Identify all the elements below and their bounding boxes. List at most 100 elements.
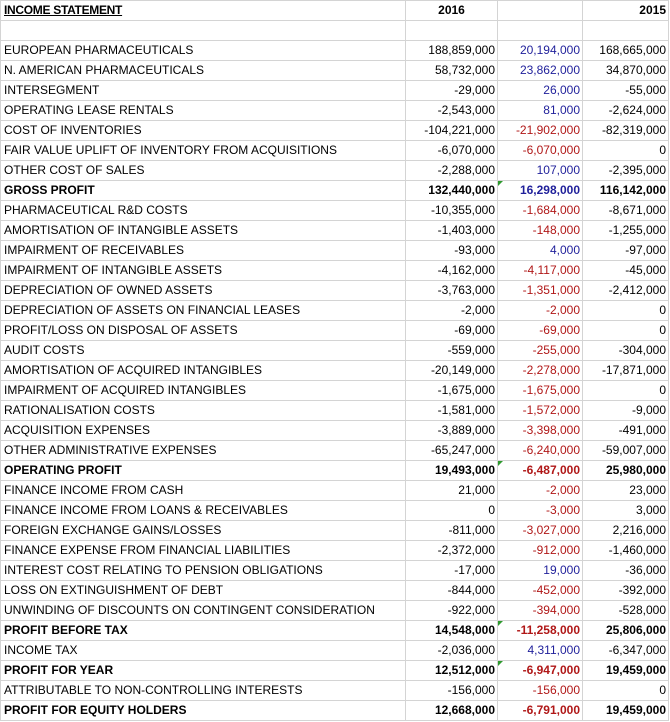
value-2015-cell[interactable]: -97,000	[582, 240, 669, 261]
value-2015-cell[interactable]: 25,980,000	[582, 460, 669, 481]
line-item-label-cell[interactable]: COST OF INVENTORIES	[0, 120, 406, 141]
value-2016-cell[interactable]: -1,403,000	[405, 220, 498, 241]
value-2015-cell[interactable]: 23,000	[582, 480, 669, 501]
line-item-label-cell[interactable]: OTHER COST OF SALES	[0, 160, 406, 181]
value-2016-cell[interactable]: -69,000	[405, 320, 498, 341]
value-2015-cell[interactable]: -1,255,000	[582, 220, 669, 241]
line-item-label-cell[interactable]: INTEREST COST RELATING TO PENSION OBLIGA…	[0, 560, 406, 581]
value-2016-cell[interactable]: -3,763,000	[405, 280, 498, 301]
change-value-cell[interactable]: -4,117,000	[497, 260, 583, 281]
change-value-cell[interactable]: -3,398,000	[497, 420, 583, 441]
value-2016-cell[interactable]: -65,247,000	[405, 440, 498, 461]
value-2015-cell[interactable]: -2,395,000	[582, 160, 669, 181]
change-value-cell[interactable]: -2,278,000	[497, 360, 583, 381]
value-2016-cell[interactable]: 188,859,000	[405, 40, 498, 61]
value-2016-cell[interactable]: 12,668,000	[405, 700, 498, 721]
empty-cell[interactable]	[582, 20, 669, 41]
value-2016-cell[interactable]: -1,581,000	[405, 400, 498, 421]
change-value-cell[interactable]: 23,862,000	[497, 60, 583, 81]
change-value-cell[interactable]: -1,675,000	[497, 380, 583, 401]
change-value-cell[interactable]: 26,000	[497, 80, 583, 101]
value-2016-cell[interactable]: -93,000	[405, 240, 498, 261]
value-2015-cell[interactable]: -9,000	[582, 400, 669, 421]
empty-cell[interactable]	[0, 20, 406, 41]
value-2015-cell[interactable]: 34,870,000	[582, 60, 669, 81]
line-item-label-cell[interactable]: RATIONALISATION COSTS	[0, 400, 406, 421]
year-2015-header-cell[interactable]: 2015	[582, 0, 669, 21]
value-2015-cell[interactable]: -304,000	[582, 340, 669, 361]
value-2015-cell[interactable]: 25,806,000	[582, 620, 669, 641]
change-value-cell[interactable]: -912,000	[497, 540, 583, 561]
statement-title-cell[interactable]: INCOME STATEMENT	[0, 0, 406, 21]
line-item-label-cell[interactable]: PROFIT/LOSS ON DISPOSAL OF ASSETS	[0, 320, 406, 341]
line-item-label-cell[interactable]: INTERSEGMENT	[0, 80, 406, 101]
value-2015-cell[interactable]: 0	[582, 680, 669, 701]
value-2016-cell[interactable]: -20,149,000	[405, 360, 498, 381]
value-2016-cell[interactable]: -4,162,000	[405, 260, 498, 281]
change-value-cell[interactable]: -3,000	[497, 500, 583, 521]
value-2015-cell[interactable]: -2,412,000	[582, 280, 669, 301]
change-value-cell[interactable]: 4,311,000	[497, 640, 583, 661]
value-2015-cell[interactable]: -17,871,000	[582, 360, 669, 381]
value-2016-cell[interactable]: -6,070,000	[405, 140, 498, 161]
line-item-label-cell[interactable]: LOSS ON EXTINGUISHMENT OF DEBT	[0, 580, 406, 601]
line-item-label-cell[interactable]: PHARMACEUTICAL R&D COSTS	[0, 200, 406, 221]
line-item-label-cell[interactable]: FINANCE INCOME FROM CASH	[0, 480, 406, 501]
empty-cell[interactable]	[497, 20, 583, 41]
value-2015-cell[interactable]: 0	[582, 380, 669, 401]
value-2016-cell[interactable]: -811,000	[405, 520, 498, 541]
value-2016-cell[interactable]: -2,288,000	[405, 160, 498, 181]
line-item-label-cell[interactable]: GROSS PROFIT	[0, 180, 406, 201]
value-2016-cell[interactable]: 132,440,000	[405, 180, 498, 201]
change-value-cell[interactable]: 81,000	[497, 100, 583, 121]
value-2015-cell[interactable]: 116,142,000	[582, 180, 669, 201]
change-value-cell[interactable]: 107,000	[497, 160, 583, 181]
line-item-label-cell[interactable]: IMPAIRMENT OF ACQUIRED INTANGIBLES	[0, 380, 406, 401]
value-2016-cell[interactable]: -156,000	[405, 680, 498, 701]
change-value-cell[interactable]: 4,000	[497, 240, 583, 261]
value-2016-cell[interactable]: -2,372,000	[405, 540, 498, 561]
change-value-cell[interactable]: -255,000	[497, 340, 583, 361]
change-value-cell[interactable]: -2,000	[497, 300, 583, 321]
line-item-label-cell[interactable]: PROFIT FOR YEAR	[0, 660, 406, 681]
value-2015-cell[interactable]: 0	[582, 140, 669, 161]
change-value-cell[interactable]: -156,000	[497, 680, 583, 701]
change-value-cell[interactable]: 16,298,000	[497, 180, 583, 201]
line-item-label-cell[interactable]: FINANCE INCOME FROM LOANS & RECEIVABLES	[0, 500, 406, 521]
value-2016-cell[interactable]: -2,000	[405, 300, 498, 321]
line-item-label-cell[interactable]: OTHER ADMINISTRATIVE EXPENSES	[0, 440, 406, 461]
value-2015-cell[interactable]: 3,000	[582, 500, 669, 521]
value-2016-cell[interactable]: -2,543,000	[405, 100, 498, 121]
value-2016-cell[interactable]: 12,512,000	[405, 660, 498, 681]
line-item-label-cell[interactable]: FINANCE EXPENSE FROM FINANCIAL LIABILITI…	[0, 540, 406, 561]
value-2015-cell[interactable]: -82,319,000	[582, 120, 669, 141]
change-value-cell[interactable]: -69,000	[497, 320, 583, 341]
change-value-cell[interactable]: -3,027,000	[497, 520, 583, 541]
line-item-label-cell[interactable]: PROFIT BEFORE TAX	[0, 620, 406, 641]
value-2016-cell[interactable]: -3,889,000	[405, 420, 498, 441]
value-2015-cell[interactable]: 168,665,000	[582, 40, 669, 61]
value-2015-cell[interactable]: -45,000	[582, 260, 669, 281]
change-value-cell[interactable]: -6,791,000	[497, 700, 583, 721]
value-2015-cell[interactable]: -59,007,000	[582, 440, 669, 461]
value-2016-cell[interactable]: 0	[405, 500, 498, 521]
value-2016-cell[interactable]: -29,000	[405, 80, 498, 101]
value-2016-cell[interactable]: -104,221,000	[405, 120, 498, 141]
line-item-label-cell[interactable]: FAIR VALUE UPLIFT OF INVENTORY FROM ACQU…	[0, 140, 406, 161]
value-2015-cell[interactable]: 2,216,000	[582, 520, 669, 541]
value-2016-cell[interactable]: 19,493,000	[405, 460, 498, 481]
line-item-label-cell[interactable]: AMORTISATION OF ACQUIRED INTANGIBLES	[0, 360, 406, 381]
change-value-cell[interactable]: -148,000	[497, 220, 583, 241]
value-2015-cell[interactable]: 19,459,000	[582, 660, 669, 681]
value-2016-cell[interactable]: -922,000	[405, 600, 498, 621]
line-item-label-cell[interactable]: OPERATING PROFIT	[0, 460, 406, 481]
change-value-cell[interactable]: -1,351,000	[497, 280, 583, 301]
value-2015-cell[interactable]: -55,000	[582, 80, 669, 101]
value-2015-cell[interactable]: -491,000	[582, 420, 669, 441]
line-item-label-cell[interactable]: ACQUISITION EXPENSES	[0, 420, 406, 441]
line-item-label-cell[interactable]: UNWINDING OF DISCOUNTS ON CONTINGENT CON…	[0, 600, 406, 621]
value-2016-cell[interactable]: -10,355,000	[405, 200, 498, 221]
value-2016-cell[interactable]: 14,548,000	[405, 620, 498, 641]
line-item-label-cell[interactable]: IMPAIRMENT OF INTANGIBLE ASSETS	[0, 260, 406, 281]
value-2015-cell[interactable]: 0	[582, 320, 669, 341]
